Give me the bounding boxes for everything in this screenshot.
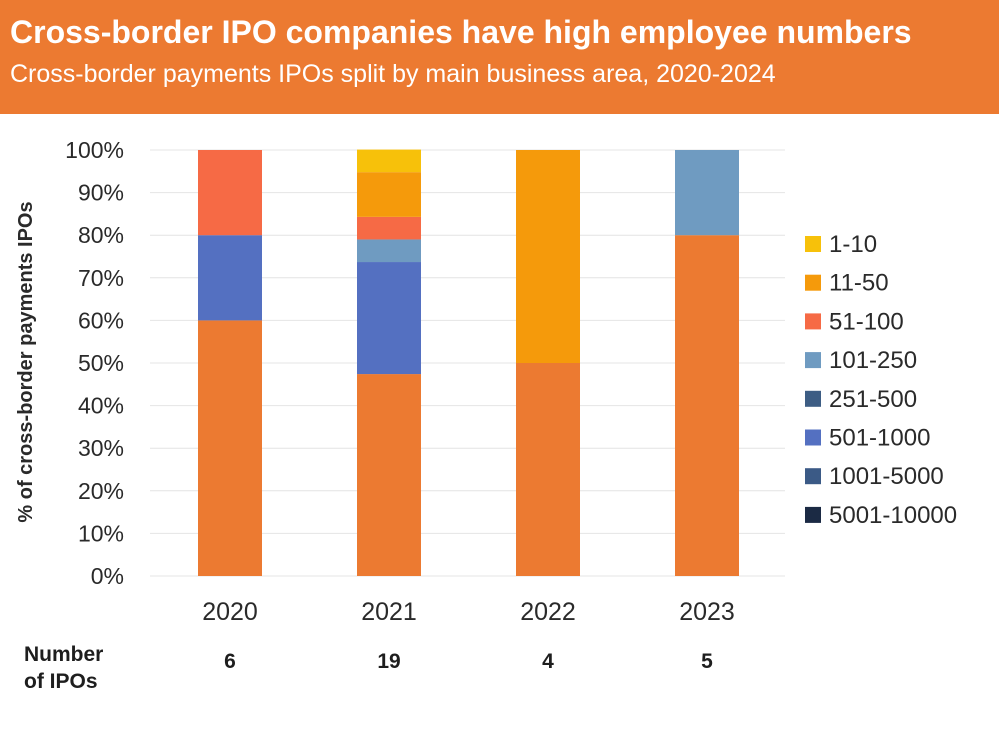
legend-swatch [805,274,821,291]
y-tick-label: 100% [65,137,124,163]
y-tick-label: 0% [91,563,124,589]
legend-swatch [805,429,821,446]
bar-segment [357,149,421,173]
legend-label: 501-1000 [829,425,930,452]
bar-segment [516,150,580,363]
bars [198,149,739,576]
y-tick-label: 30% [78,435,124,461]
y-tick-label: 20% [78,478,124,504]
page-subtitle: Cross-border payments IPOs split by main… [10,60,776,88]
legend-label: 1-10 [829,231,877,258]
legend-label: 1001-5000 [829,463,944,490]
ipo-count-value: 6 [224,650,236,673]
ipo-count-value: 19 [377,650,400,673]
page-title: Cross-border IPO companies have high emp… [10,14,912,50]
ipo-count-label: Number [24,643,103,666]
legend-label: 11-50 [829,270,889,297]
y-tick-label: 70% [78,265,124,291]
legend-swatch [805,236,821,252]
bar-segment [198,235,262,321]
legend-label: 5001-10000 [829,502,957,529]
bar-segment [357,172,421,217]
y-tick-label: 80% [78,222,124,248]
x-axis-ticks: 2020 2021 2022 2023 [202,598,735,626]
ipo-counts: 6 19 4 5 Number of IPOs [24,643,713,693]
bar-segment [198,150,262,236]
legend-swatch [805,313,821,330]
ipo-count-label: of IPOs [24,670,98,693]
bar-segment [675,150,739,236]
legend-label: 251-500 [829,386,917,413]
bar-segment [357,374,421,576]
y-tick-label: 50% [78,350,124,376]
y-axis-ticks: 0% 10% 20% 30% 40% 50% 60% 70% 80% 90% 100% [65,137,124,589]
y-axis-label: % of cross-border payments IPOs [15,201,37,522]
legend-label: 101-250 [829,347,917,374]
y-tick-label: 90% [78,180,124,206]
ipo-count-value: 4 [542,650,554,673]
legend-swatch [805,506,821,523]
legend: 1-10 11-50 51-100 101-250 251-500 501-1000 100… [805,231,957,529]
x-tick-label: 2021 [361,598,417,626]
y-tick-label: 60% [78,307,124,333]
header-banner: Cross-border IPO companies have high emp… [0,0,999,114]
legend-label: 51-100 [829,308,904,335]
legend-swatch [805,468,821,485]
y-tick-label: 40% [78,393,124,419]
bar-segment [357,216,421,240]
bar-segment [516,363,580,576]
bar-segment [357,262,421,375]
legend-swatch [805,352,821,369]
x-tick-label: 2022 [520,598,576,626]
bar-segment [198,320,262,576]
legend-swatch [805,390,821,407]
bar-segment [675,235,739,576]
y-tick-label: 10% [78,520,124,546]
bar-segment [357,239,421,263]
x-tick-label: 2023 [679,598,735,626]
ipo-count-value: 5 [701,650,713,673]
x-tick-label: 2020 [202,598,258,626]
